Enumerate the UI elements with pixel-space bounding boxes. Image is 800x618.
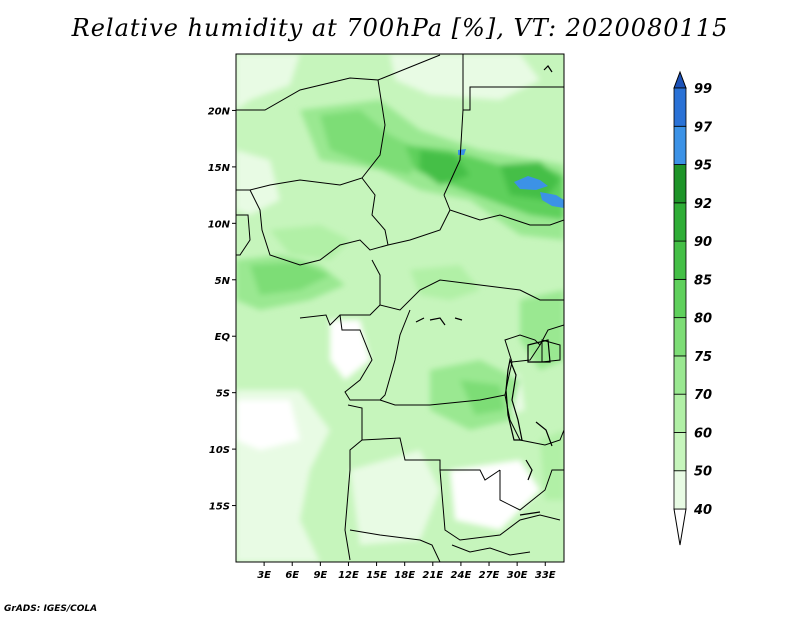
longitude-axis: 3E 6E 9E 12E 15E 18E 21E 24E 27E 30E 33E xyxy=(257,562,556,581)
colorbar-segment xyxy=(673,87,687,127)
colorbar-bottom-arrow xyxy=(673,508,687,546)
colorbar-label: 40 xyxy=(693,503,712,518)
colorbar-segment xyxy=(673,432,687,472)
colorbar-label: 75 xyxy=(694,350,712,365)
lon-tick-label: 21E xyxy=(422,570,443,581)
lat-tick-label: 5N xyxy=(215,276,231,287)
latitude-axis: 20N 15N 10N 5N EQ 5S 10S 15S xyxy=(208,106,236,513)
lon-tick-label: 24E xyxy=(451,570,472,581)
lat-tick-label: EQ xyxy=(215,332,231,343)
colorbar-segment xyxy=(673,278,687,319)
colorbar-segment xyxy=(673,470,687,510)
grads-credit: GrADS: IGES/COLA xyxy=(4,604,98,614)
lat-tick-label: 10S xyxy=(209,445,230,456)
colorbar-label: 85 xyxy=(694,273,712,288)
lon-tick-label: 27E xyxy=(479,570,500,581)
colorbar-label: 97 xyxy=(694,120,713,135)
colorbar-label: 70 xyxy=(694,388,712,403)
colorbar-segment xyxy=(673,240,687,280)
colorbar-segment xyxy=(673,355,687,395)
colorbar-label: 95 xyxy=(694,159,712,174)
humidity-field xyxy=(236,54,564,562)
colorbar-segment xyxy=(673,202,687,242)
country-borders xyxy=(236,54,564,562)
lon-tick-label: 33E xyxy=(535,570,556,581)
colorbar-label: 60 xyxy=(694,426,712,441)
humidity-95-patch xyxy=(540,192,564,208)
colorbar-label: 92 xyxy=(694,197,712,212)
colorbar-label: 50 xyxy=(694,465,712,480)
lat-tick-label: 20N xyxy=(208,106,231,117)
lat-tick-label: 10N xyxy=(208,219,231,230)
lon-tick-label: 9E xyxy=(313,570,327,581)
colorbar-segment xyxy=(673,317,687,357)
colorbar-label: 80 xyxy=(694,312,712,327)
colorbar-segment xyxy=(673,125,687,165)
colorbar-label: 90 xyxy=(694,235,712,250)
lon-tick-label: 12E xyxy=(338,570,359,581)
colorbar-segment xyxy=(673,164,687,204)
colorbar-label: 99 xyxy=(694,82,712,97)
lon-tick-label: 6E xyxy=(285,570,299,581)
colorbar: 40 50 60 70 75 80 85 90 92 95 97 99 xyxy=(673,70,713,546)
lon-tick-label: 30E xyxy=(507,570,528,581)
humidity-95-patch xyxy=(514,176,548,190)
lat-tick-label: 15N xyxy=(208,163,231,174)
lake-outlines xyxy=(415,65,553,516)
lat-tick-label: 15S xyxy=(209,502,230,513)
colorbar-top-arrow xyxy=(673,70,687,89)
map-frame xyxy=(235,53,565,563)
lat-tick-label: 5S xyxy=(216,389,230,400)
map-title: Relative humidity at 700hPa [%], VT: 202… xyxy=(71,14,729,42)
lon-tick-label: 15E xyxy=(366,570,387,581)
lon-tick-label: 3E xyxy=(257,570,271,581)
lon-tick-label: 18E xyxy=(394,570,415,581)
colorbar-segment xyxy=(673,393,687,433)
